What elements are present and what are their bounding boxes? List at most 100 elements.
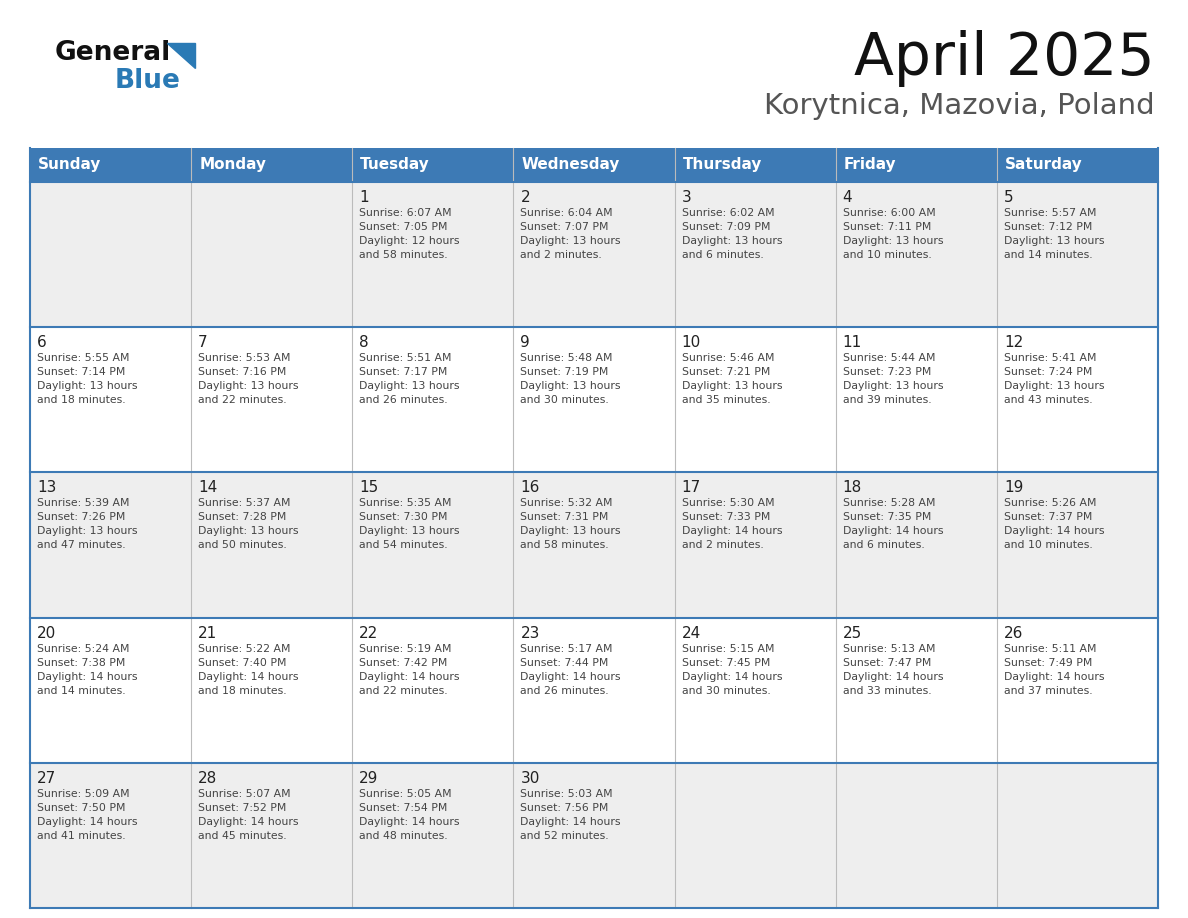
Text: Sunrise: 5:24 AM: Sunrise: 5:24 AM [37,644,129,654]
Text: Sunset: 7:09 PM: Sunset: 7:09 PM [682,222,770,232]
Bar [30,473,1158,618]
Text: Sunrise: 6:04 AM: Sunrise: 6:04 AM [520,208,613,218]
Text: and 58 minutes.: and 58 minutes. [359,250,448,260]
Text: Sunset: 7:45 PM: Sunset: 7:45 PM [682,657,770,667]
Text: and 22 minutes.: and 22 minutes. [198,396,286,405]
Text: and 26 minutes.: and 26 minutes. [520,686,609,696]
Text: Sunrise: 5:15 AM: Sunrise: 5:15 AM [682,644,775,654]
Text: Sunrise: 5:51 AM: Sunrise: 5:51 AM [359,353,451,364]
Text: Sunrise: 6:00 AM: Sunrise: 6:00 AM [842,208,935,218]
Text: Sunrise: 5:19 AM: Sunrise: 5:19 AM [359,644,451,654]
Text: 25: 25 [842,625,862,641]
Text: and 2 minutes.: and 2 minutes. [520,250,602,260]
Text: and 18 minutes.: and 18 minutes. [37,396,126,405]
Text: Saturday: Saturday [1005,158,1082,173]
Text: Sunrise: 5:37 AM: Sunrise: 5:37 AM [198,498,291,509]
Text: Friday: Friday [843,158,896,173]
Text: and 14 minutes.: and 14 minutes. [37,686,126,696]
Text: Daylight: 14 hours: Daylight: 14 hours [359,817,460,827]
Text: Daylight: 13 hours: Daylight: 13 hours [520,526,621,536]
Text: 4: 4 [842,190,852,205]
Text: 2: 2 [520,190,530,205]
Text: Daylight: 13 hours: Daylight: 13 hours [520,236,621,246]
Text: and 22 minutes.: and 22 minutes. [359,686,448,696]
Text: 19: 19 [1004,480,1023,496]
Text: Sunrise: 5:46 AM: Sunrise: 5:46 AM [682,353,775,364]
Text: and 35 minutes.: and 35 minutes. [682,396,770,405]
Text: and 14 minutes.: and 14 minutes. [1004,250,1093,260]
Text: 8: 8 [359,335,369,350]
Text: Sunset: 7:54 PM: Sunset: 7:54 PM [359,803,448,812]
Text: Sunset: 7:26 PM: Sunset: 7:26 PM [37,512,126,522]
Text: Sunrise: 6:02 AM: Sunrise: 6:02 AM [682,208,775,218]
Text: Daylight: 13 hours: Daylight: 13 hours [198,526,298,536]
Text: Daylight: 13 hours: Daylight: 13 hours [359,526,460,536]
Text: Daylight: 14 hours: Daylight: 14 hours [198,672,298,681]
Text: Sunrise: 5:22 AM: Sunrise: 5:22 AM [198,644,291,654]
Text: Sunset: 7:44 PM: Sunset: 7:44 PM [520,657,608,667]
Text: Daylight: 14 hours: Daylight: 14 hours [842,672,943,681]
Text: and 37 minutes.: and 37 minutes. [1004,686,1093,696]
Text: Daylight: 14 hours: Daylight: 14 hours [37,672,138,681]
Text: Sunset: 7:11 PM: Sunset: 7:11 PM [842,222,931,232]
Text: Daylight: 14 hours: Daylight: 14 hours [520,672,621,681]
Text: Sunrise: 5:11 AM: Sunrise: 5:11 AM [1004,644,1097,654]
Text: Daylight: 13 hours: Daylight: 13 hours [1004,236,1105,246]
Text: Sunset: 7:50 PM: Sunset: 7:50 PM [37,803,126,812]
Text: and 30 minutes.: and 30 minutes. [520,396,609,405]
Text: Daylight: 14 hours: Daylight: 14 hours [842,526,943,536]
Text: 5: 5 [1004,190,1013,205]
Text: Sunset: 7:23 PM: Sunset: 7:23 PM [842,367,931,377]
Text: Monday: Monday [200,158,266,173]
Text: 17: 17 [682,480,701,496]
Text: Sunset: 7:14 PM: Sunset: 7:14 PM [37,367,126,377]
Text: 18: 18 [842,480,862,496]
Text: Sunset: 7:49 PM: Sunset: 7:49 PM [1004,657,1092,667]
Text: Sunset: 7:05 PM: Sunset: 7:05 PM [359,222,448,232]
Text: Wednesday: Wednesday [522,158,620,173]
Text: Daylight: 13 hours: Daylight: 13 hours [359,381,460,391]
Text: Sunset: 7:19 PM: Sunset: 7:19 PM [520,367,608,377]
Text: Sunrise: 5:30 AM: Sunrise: 5:30 AM [682,498,775,509]
Text: Sunrise: 5:48 AM: Sunrise: 5:48 AM [520,353,613,364]
Text: and 6 minutes.: and 6 minutes. [842,541,924,551]
Text: Daylight: 14 hours: Daylight: 14 hours [1004,526,1105,536]
Bar [30,182,1158,327]
Text: Daylight: 14 hours: Daylight: 14 hours [1004,672,1105,681]
Text: Sunset: 7:16 PM: Sunset: 7:16 PM [198,367,286,377]
Text: Sunset: 7:24 PM: Sunset: 7:24 PM [1004,367,1092,377]
Text: Sunday: Sunday [38,158,101,173]
Text: 27: 27 [37,771,56,786]
Text: Sunrise: 5:41 AM: Sunrise: 5:41 AM [1004,353,1097,364]
Text: and 30 minutes.: and 30 minutes. [682,686,770,696]
Text: and 6 minutes.: and 6 minutes. [682,250,764,260]
Text: Thursday: Thursday [683,158,762,173]
Text: Sunset: 7:56 PM: Sunset: 7:56 PM [520,803,608,812]
Text: and 41 minutes.: and 41 minutes. [37,831,126,841]
Text: and 54 minutes.: and 54 minutes. [359,541,448,551]
Text: Sunset: 7:28 PM: Sunset: 7:28 PM [198,512,286,522]
Text: 13: 13 [37,480,56,496]
Text: 11: 11 [842,335,862,350]
Text: and 10 minutes.: and 10 minutes. [842,250,931,260]
Text: Korytnica, Mazovia, Poland: Korytnica, Mazovia, Poland [764,92,1155,120]
Text: Sunset: 7:30 PM: Sunset: 7:30 PM [359,512,448,522]
Text: 16: 16 [520,480,539,496]
Text: Sunset: 7:38 PM: Sunset: 7:38 PM [37,657,126,667]
Text: and 10 minutes.: and 10 minutes. [1004,541,1093,551]
Text: Sunset: 7:35 PM: Sunset: 7:35 PM [842,512,931,522]
Text: and 50 minutes.: and 50 minutes. [198,541,286,551]
Bar [30,327,1158,473]
Text: Daylight: 14 hours: Daylight: 14 hours [520,817,621,827]
Text: Sunrise: 5:57 AM: Sunrise: 5:57 AM [1004,208,1097,218]
Text: and 26 minutes.: and 26 minutes. [359,396,448,405]
Text: Sunrise: 5:13 AM: Sunrise: 5:13 AM [842,644,935,654]
Text: 14: 14 [198,480,217,496]
Text: and 45 minutes.: and 45 minutes. [198,831,286,841]
Text: Sunrise: 5:44 AM: Sunrise: 5:44 AM [842,353,935,364]
Bar [30,618,1158,763]
Text: Daylight: 13 hours: Daylight: 13 hours [842,236,943,246]
Text: Sunrise: 5:55 AM: Sunrise: 5:55 AM [37,353,129,364]
Text: 15: 15 [359,480,379,496]
Text: and 52 minutes.: and 52 minutes. [520,831,609,841]
